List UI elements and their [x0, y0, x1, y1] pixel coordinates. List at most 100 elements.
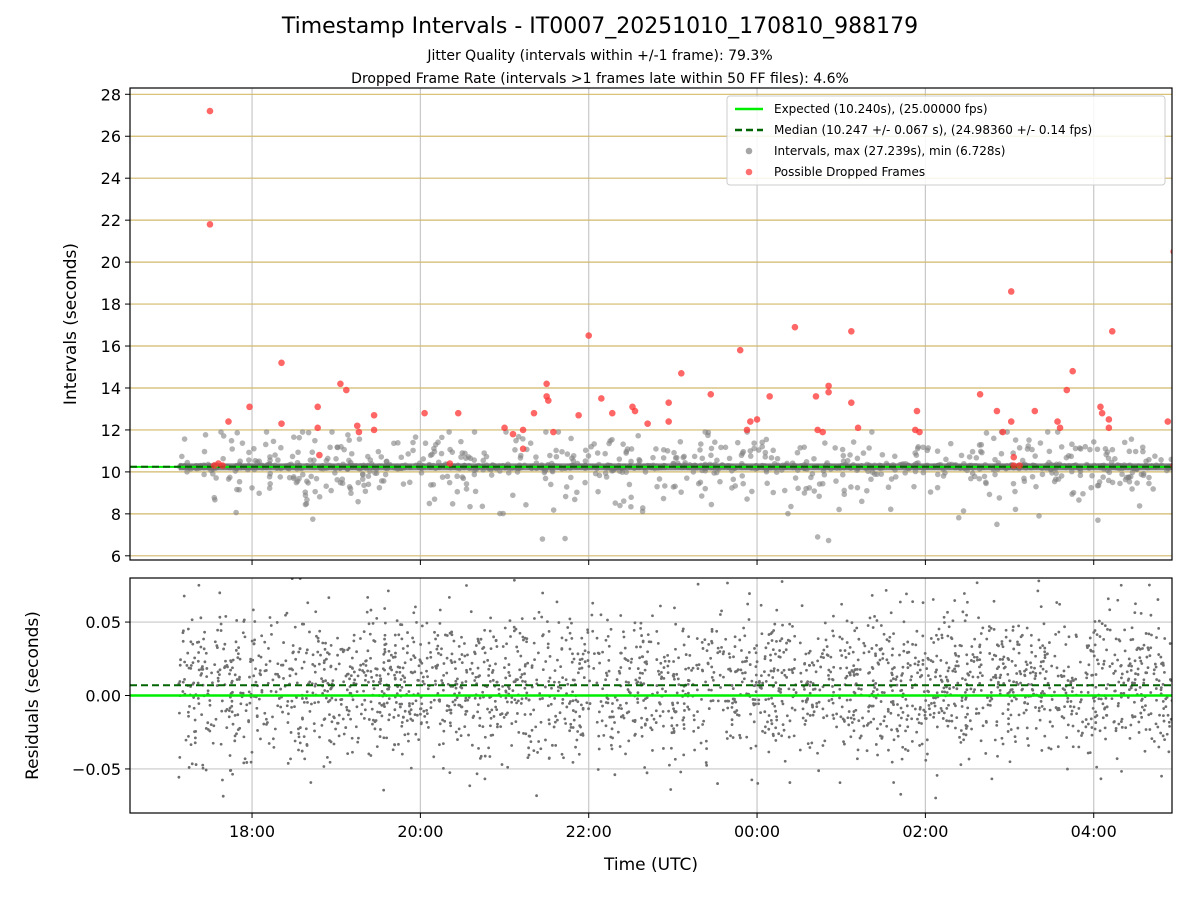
interval-point: [1016, 445, 1023, 451]
residual-point: [853, 668, 857, 672]
residual-point: [1119, 720, 1123, 723]
residual-point: [940, 690, 944, 694]
residual-point: [494, 638, 498, 642]
interval-point: [412, 434, 419, 440]
residual-point: [832, 690, 835, 694]
residual-point: [693, 748, 697, 752]
residual-point: [425, 669, 428, 673]
residual-point: [375, 673, 379, 677]
residual-point: [490, 708, 494, 712]
residual-point: [923, 713, 927, 717]
dropped-frame-point: [916, 428, 923, 436]
residual-point: [716, 646, 720, 650]
residual-point: [375, 667, 379, 671]
residual-point: [770, 696, 773, 700]
residual-point: [187, 766, 191, 769]
residual-point: [192, 696, 196, 699]
residual-point: [964, 678, 967, 682]
residual-point: [764, 680, 768, 683]
interval-point: [785, 510, 791, 517]
residual-point: [1120, 676, 1123, 680]
interval-point: [471, 429, 478, 435]
residual-point: [712, 670, 716, 674]
dropped-frame-point: [848, 328, 855, 335]
interval-point: [819, 480, 826, 487]
residual-point: [746, 602, 750, 606]
residual-point: [788, 719, 792, 723]
residual-point: [1034, 706, 1037, 709]
residual-point: [734, 700, 738, 704]
residual-point: [303, 757, 307, 761]
residual-point: [839, 649, 842, 652]
interval-point: [656, 476, 663, 482]
residual-point: [1159, 686, 1163, 690]
residual-point: [675, 672, 679, 676]
residual-point: [988, 703, 992, 707]
residual-point: [704, 680, 707, 684]
residual-point: [178, 663, 182, 667]
residual-point: [423, 714, 427, 718]
interval-point: [547, 481, 554, 488]
residual-point: [799, 680, 803, 684]
residual-point: [656, 691, 659, 695]
interval-point: [463, 486, 470, 492]
residual-point: [1019, 672, 1023, 676]
residual-point: [311, 663, 315, 666]
residual-point: [1028, 671, 1032, 675]
residual-point: [323, 689, 327, 692]
residual-point: [920, 722, 923, 725]
residual-point: [730, 718, 734, 722]
interval-point: [892, 474, 899, 480]
residual-point: [845, 666, 849, 670]
residual-point: [801, 707, 805, 711]
residual-point: [924, 717, 928, 720]
residual-point: [523, 713, 527, 716]
interval-point: [1072, 445, 1079, 452]
residual-point: [780, 637, 784, 641]
residual-point: [597, 710, 601, 714]
residual-point: [502, 715, 506, 719]
residual-point: [323, 659, 326, 663]
residual-point: [847, 723, 851, 727]
residual-point: [422, 682, 426, 686]
residual-point: [445, 709, 449, 713]
residual-point: [547, 757, 551, 760]
residual-point: [1161, 661, 1164, 665]
residual-point: [609, 735, 613, 739]
residual-point: [282, 677, 285, 680]
interval-point: [617, 502, 623, 509]
interval-point: [708, 501, 715, 508]
residual-point: [1008, 760, 1012, 764]
residual-point: [327, 652, 331, 656]
residual-point: [1064, 691, 1068, 695]
residual-point: [904, 747, 907, 751]
residual-point: [780, 699, 784, 703]
residual-point: [814, 670, 818, 674]
residual-point: [731, 697, 735, 701]
residual-point: [532, 708, 536, 712]
residual-point: [378, 674, 382, 678]
residual-point: [254, 680, 258, 684]
interval-point: [1146, 474, 1152, 481]
residual-point: [1066, 700, 1069, 704]
residual-point: [995, 720, 999, 724]
residual-point: [403, 709, 407, 713]
interval-point: [398, 454, 405, 461]
residual-point: [799, 671, 803, 675]
residual-point: [806, 680, 810, 684]
residual-point: [783, 673, 787, 677]
residual-point: [281, 663, 285, 667]
residual-point: [1040, 705, 1044, 708]
residual-point: [763, 655, 767, 658]
residual-point: [339, 702, 343, 706]
residual-point: [486, 707, 489, 711]
residual-point: [638, 676, 642, 680]
residual-point: [710, 627, 714, 631]
residual-point: [347, 713, 350, 717]
interval-point: [410, 439, 416, 446]
residual-point: [662, 724, 665, 728]
residual-point: [532, 749, 536, 753]
residual-point: [367, 622, 371, 626]
residual-point: [1133, 659, 1137, 663]
residual-point: [319, 653, 322, 657]
